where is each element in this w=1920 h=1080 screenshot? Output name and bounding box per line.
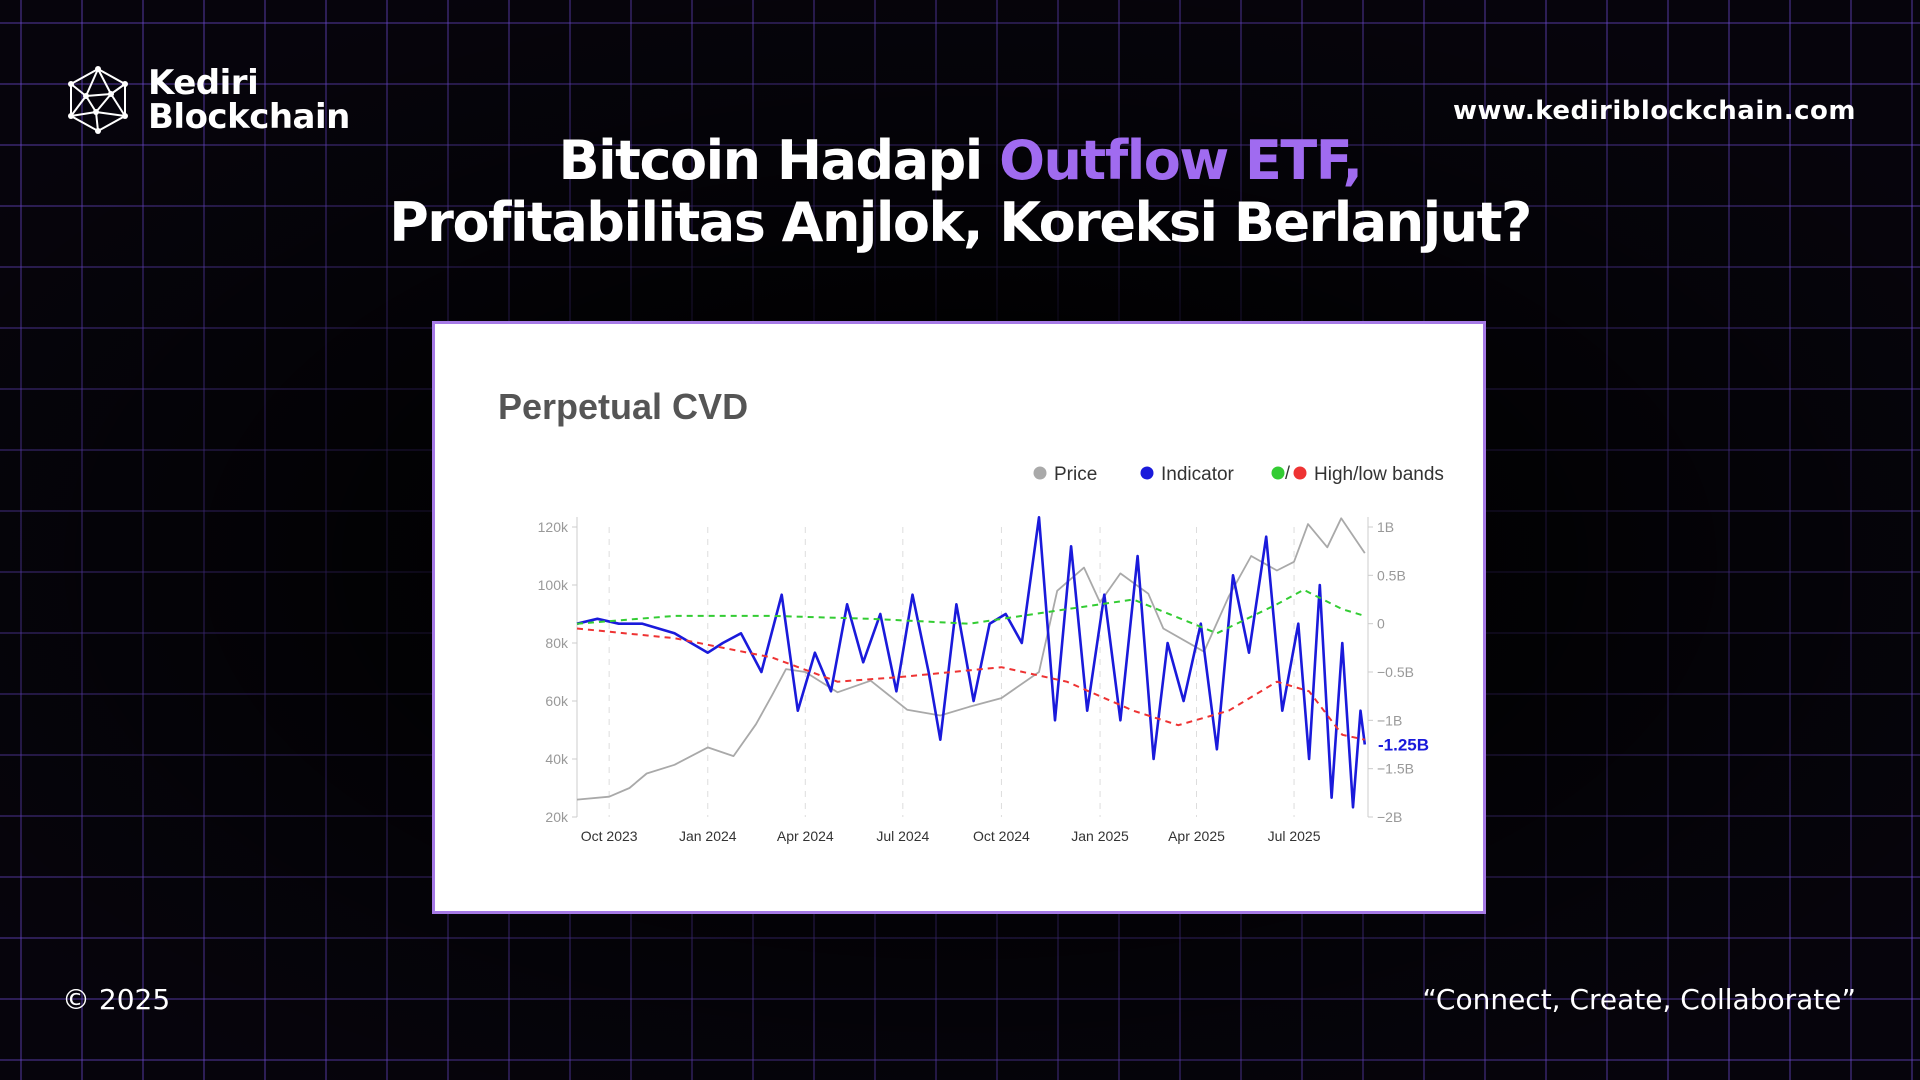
- last-value-label: -1.25B: [1378, 736, 1429, 755]
- y-right-tick-label: 1B: [1377, 519, 1394, 535]
- y-left-tick-label: 120k: [538, 519, 569, 535]
- brand-name-line1: Kediri: [148, 63, 259, 103]
- y-left-tick-label: 80k: [545, 635, 569, 651]
- y-left-tick-label: 20k: [545, 809, 569, 825]
- x-tick-label: Jan 2024: [679, 828, 737, 844]
- geodesic-network-icon: [68, 66, 128, 134]
- y-left-tick-label: 100k: [538, 577, 569, 593]
- headline-line1-prefix: Bitcoin Hadapi: [558, 129, 1000, 192]
- y-left-tick-label: 60k: [545, 693, 569, 709]
- y-right-tick-label: −2B: [1377, 809, 1402, 825]
- site-url[interactable]: www.kediriblockchain.com: [1453, 96, 1856, 126]
- legend-separator: /: [1285, 463, 1290, 483]
- y-right-tick-label: 0.5B: [1377, 567, 1406, 583]
- y-left-tick-label: 40k: [545, 751, 569, 767]
- series-line-high-band: [576, 588, 1366, 635]
- y-right-tick-label: −1B: [1377, 712, 1402, 728]
- headline-line1: Bitcoin Hadapi Outflow ETF,: [0, 130, 1920, 192]
- x-tick-label: Jul 2025: [1268, 828, 1321, 844]
- tagline: “Connect, Create, Collaborate”: [1422, 983, 1856, 1016]
- series-line-low-band: [576, 627, 1366, 741]
- chart-card: Perpetual CVD Price Indicator / High/low ban…: [432, 321, 1486, 914]
- x-tick-label: Jul 2024: [876, 828, 929, 844]
- legend-marker-0-0: [1033, 466, 1047, 480]
- y-right-tick-label: −1.5B: [1377, 761, 1414, 777]
- legend-marker-1-0: [1140, 466, 1154, 480]
- x-tick-label: Apr 2025: [1168, 828, 1225, 844]
- legend-marker-2-1: [1293, 466, 1307, 480]
- headline-line1-accent: Outflow ETF,: [999, 129, 1363, 192]
- legend-label-0: Price: [1054, 464, 1097, 485]
- headline: Bitcoin Hadapi Outflow ETF, Profitabilit…: [0, 130, 1920, 254]
- x-tick-label: Oct 2024: [973, 828, 1030, 844]
- x-tick-label: Jan 2025: [1071, 828, 1129, 844]
- legend-label-1: Indicator: [1161, 464, 1235, 485]
- brand: Kediri Blockchain: [64, 66, 350, 134]
- brand-name-line2: Blockchain: [148, 97, 350, 137]
- series-line-indicator: [576, 516, 1367, 809]
- series-line-price: [576, 517, 1366, 801]
- headline-line2: Profitabilitas Anjlok, Koreksi Berlanjut…: [389, 191, 1532, 254]
- chart-title: Perpetual CVD: [498, 386, 748, 427]
- perpetual-cvd-chart: Perpetual CVD Price Indicator / High/low ban…: [498, 386, 1444, 844]
- y-right-tick-label: 0: [1377, 616, 1385, 632]
- y-right-tick-label: −0.5B: [1377, 664, 1414, 680]
- copyright: © 2025: [62, 983, 171, 1016]
- x-tick-label: Apr 2024: [777, 828, 834, 844]
- legend-marker-2-0: [1271, 466, 1285, 480]
- legend-label-2: High/low bands: [1314, 464, 1444, 485]
- x-tick-label: Oct 2023: [581, 828, 638, 844]
- brand-name: Kediri Blockchain: [148, 66, 350, 134]
